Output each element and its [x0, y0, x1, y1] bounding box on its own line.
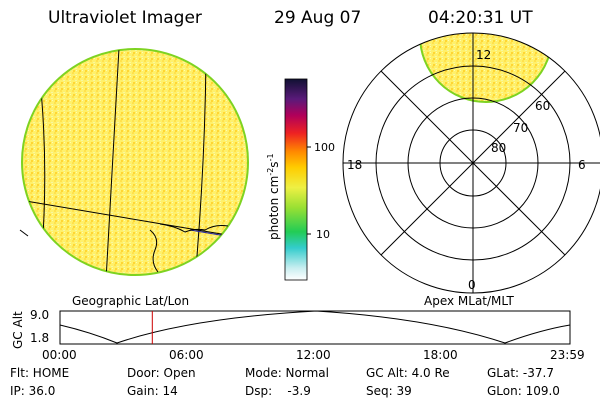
image-date: 29 Aug 07: [274, 8, 362, 28]
mlt-label-0: 0: [468, 278, 476, 292]
footer-glat: GLat: -37.7: [487, 366, 554, 380]
footer-dsp: Dsp: -3.9: [245, 384, 311, 398]
mlat-label-70: 70: [513, 121, 528, 135]
footer-glon: GLon: 109.0: [487, 384, 560, 398]
altitude-ylabel: GC Alt: [11, 311, 25, 349]
footer-door: Door: Open: [127, 366, 196, 380]
altitude-xtick-0: 00:00: [42, 348, 77, 362]
colorbar-label: photon cm-2s-1: [266, 153, 281, 240]
colorbar-tick-10: 10: [316, 228, 330, 241]
footer-gain: Gain: 14: [127, 384, 178, 398]
polar-plot: [342, 32, 600, 294]
footer-ip: IP: 36.0: [10, 384, 56, 398]
image-time: 04:20:31 UT: [428, 8, 533, 28]
footer-gc-alt: GC Alt: 4.0 Re: [366, 366, 450, 380]
image-title: Ultraviolet Imager: [48, 8, 202, 28]
altitude-xtick-4: 23:59: [550, 348, 585, 362]
footer-flight: Flt: HOME: [10, 366, 70, 380]
mlt-label-6: 6: [578, 158, 586, 172]
earth-disk-image: [19, 48, 249, 276]
altitude-ytick-max: 9.0: [30, 308, 49, 322]
mlt-label-18: 18: [347, 158, 362, 172]
colorbar: [284, 78, 311, 281]
mlat-label-80: 80: [491, 141, 506, 155]
mlt-label-12: 12: [476, 48, 491, 62]
altitude-plot: [59, 310, 571, 345]
footer-seq: Seq: 39: [366, 384, 412, 398]
altitude-xtick-3: 18:00: [423, 348, 458, 362]
altitude-xtick-1: 06:00: [169, 348, 204, 362]
footer-mode: Mode: Normal: [245, 366, 329, 380]
altitude-ytick-min: 1.8: [30, 331, 49, 345]
apex-label: Apex MLat/MLT: [424, 294, 514, 308]
colorbar-tick-100: 100: [314, 141, 335, 154]
mlat-label-60: 60: [535, 99, 550, 113]
geographic-label: Geographic Lat/Lon: [72, 294, 189, 308]
altitude-xtick-2: 12:00: [296, 348, 331, 362]
